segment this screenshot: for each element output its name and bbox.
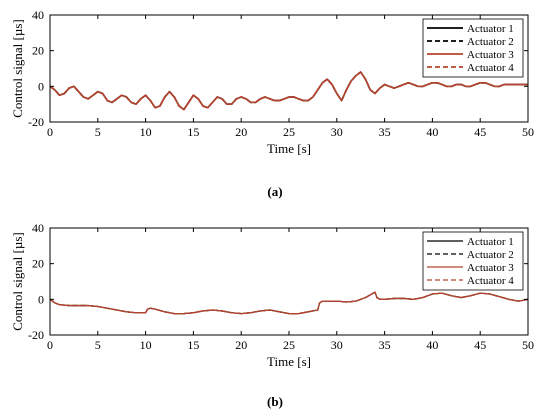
series-line-actuator-4 [50,71,528,111]
x-tick-label: 0 [47,125,53,139]
y-tick-label: -20 [28,328,44,342]
x-tick-label: 35 [379,338,391,352]
series-line-actuator-2 [50,71,528,111]
series-line-actuator-1 [50,71,528,111]
series-line-actuator-3 [50,71,528,111]
x-tick-label: 10 [140,125,152,139]
x-tick-label: 50 [522,125,534,139]
x-axis-label: Time [s] [267,354,311,369]
legend-label-actuator-1: Actuator 1 [467,236,514,248]
y-tick-label: 40 [32,8,44,22]
x-tick-label: 25 [283,338,295,352]
x-tick-label: 40 [426,125,438,139]
legend-label-actuator-2: Actuator 2 [467,249,514,261]
series-line-actuator-4 [50,291,528,315]
x-tick-label: 5 [95,125,101,139]
legend-label-actuator-1: Actuator 1 [467,23,514,35]
legend-label-actuator-2: Actuator 2 [467,36,514,48]
legend-label-actuator-4: Actuator 4 [467,275,514,287]
x-tick-label: 20 [235,125,247,139]
x-tick-label: 40 [426,338,438,352]
legend-label-actuator-4: Actuator 4 [467,62,514,74]
y-tick-label: 40 [32,221,44,235]
x-tick-label: 45 [474,338,486,352]
x-tick-label: 25 [283,125,295,139]
y-axis-label: Control signal [µs] [10,19,25,117]
x-tick-label: 35 [379,125,391,139]
x-tick-label: 5 [95,338,101,352]
series-group [50,291,528,315]
x-tick-label: 15 [187,338,199,352]
x-tick-label: 0 [47,338,53,352]
x-tick-label: 45 [474,125,486,139]
y-tick-label: -20 [28,115,44,129]
x-tick-label: 50 [522,338,534,352]
x-tick-label: 10 [140,338,152,352]
y-tick-label: 20 [32,44,44,58]
series-group [50,71,528,111]
y-tick-label: 0 [38,292,44,306]
x-axis-label: Time [s] [267,141,311,156]
x-tick-label: 30 [331,125,343,139]
y-tick-label: 20 [32,257,44,271]
x-tick-label: 15 [187,125,199,139]
legend-label-actuator-3: Actuator 3 [467,49,514,61]
y-axis-label: Control signal [µs] [10,232,25,330]
panel-label: (b) [267,394,283,409]
panel-label: (a) [267,184,282,199]
x-tick-label: 20 [235,338,247,352]
x-tick-label: 30 [331,338,343,352]
y-tick-label: 0 [38,79,44,93]
legend-label-actuator-3: Actuator 3 [467,262,514,274]
